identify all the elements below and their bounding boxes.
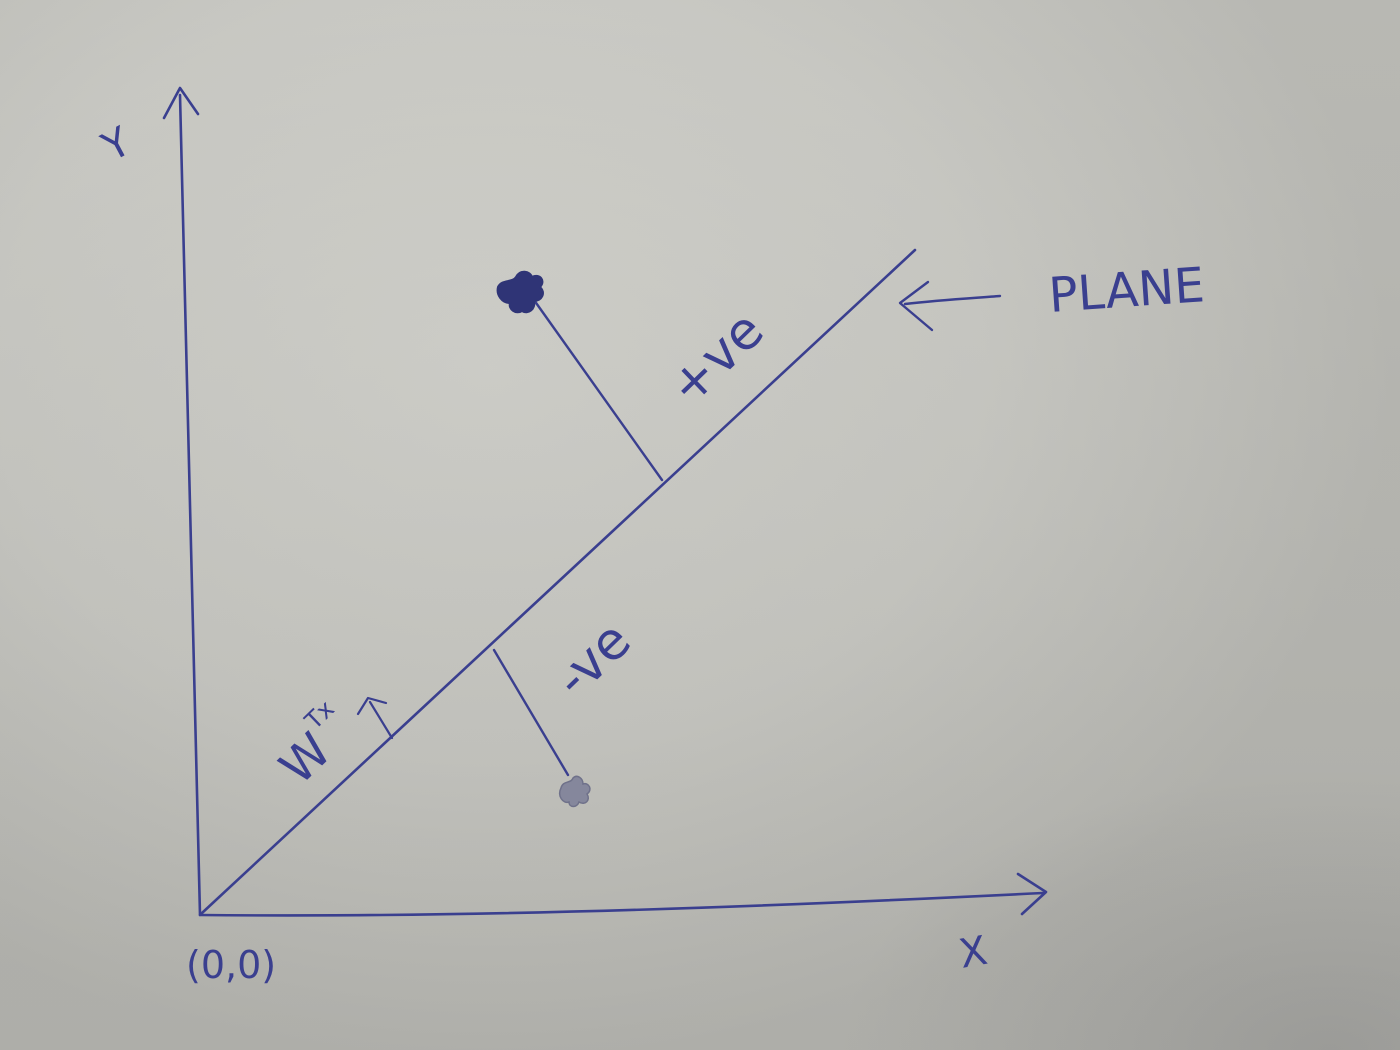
- positive-distance-line: [532, 298, 664, 482]
- normal-arrow-shaft: [368, 700, 394, 740]
- plane-label: PLANE: [1047, 257, 1206, 324]
- x-axis-label: X: [956, 928, 991, 978]
- x-axis-arrowhead: [1016, 872, 1048, 916]
- positive-side-label: +ve: [657, 300, 775, 417]
- y-axis-arrowhead: [162, 86, 200, 120]
- negative-point-marker: [558, 775, 591, 808]
- origin-label: (0,0): [186, 943, 276, 987]
- normal-vector-label: W Tx: [269, 695, 342, 796]
- plane-line: [200, 248, 917, 915]
- pointer-shaft: [903, 294, 1002, 306]
- x-axis-line: [198, 891, 1045, 917]
- y-axis: [162, 86, 202, 917]
- y-axis-line: [178, 93, 202, 917]
- plane-pointer-arrow: [898, 280, 1002, 332]
- negative-distance-line: [492, 648, 570, 777]
- normal-vector-base: W: [269, 722, 342, 795]
- positive-point-marker: [496, 270, 544, 314]
- pointer-head: [898, 280, 934, 332]
- negative-side-label: -ve: [543, 611, 642, 710]
- y-axis-label: Y: [94, 118, 139, 171]
- normal-vector-arrow: [356, 696, 394, 740]
- normal-arrow-head: [356, 696, 388, 716]
- x-axis: [198, 872, 1048, 917]
